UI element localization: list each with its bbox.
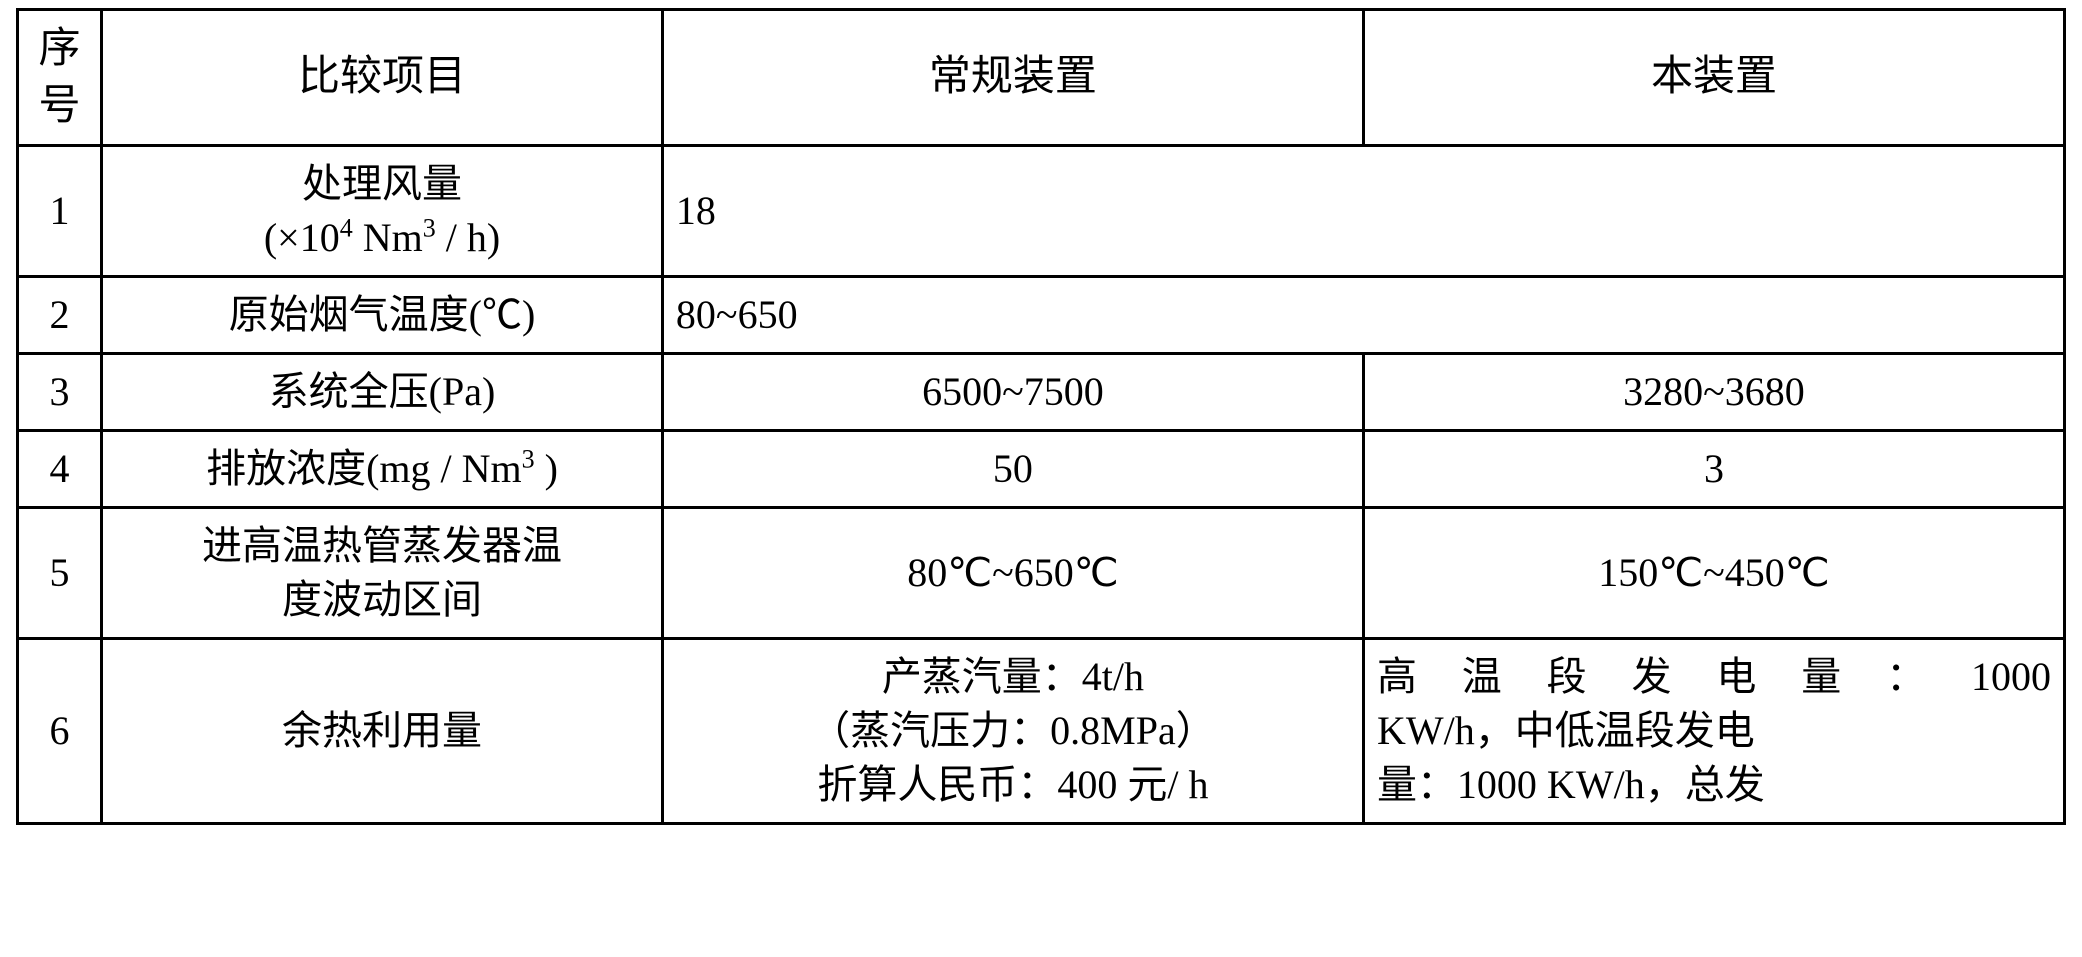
cell-this-l1: 高温段发电量：1000 [1377, 650, 2051, 704]
cell-item-l2-prefix: (×10 [264, 215, 340, 260]
cell-this-l3: 量：1000 KW/h，总发 [1377, 758, 2051, 812]
cell-this-l1b: 1000 [1971, 654, 2051, 699]
table-row: 4 排放浓度(mg / Nm3 ) 50 3 [18, 431, 2065, 508]
cell-seq: 5 [18, 508, 102, 639]
col-header-item: 比较项目 [102, 10, 663, 146]
cell-this-l2: KW/h，中低温段发电 [1377, 704, 2051, 758]
cell-this: 3 [1363, 431, 2064, 508]
cell-merged-value: 18 [662, 146, 2064, 277]
col-header-seq-l1: 序 [39, 26, 81, 72]
cell-item-prefix: 排放浓度(mg / Nm [206, 446, 522, 491]
cell-item-l2-sup1: 4 [340, 214, 353, 243]
cell-item-l1: 进高温热管蒸发器温 [202, 523, 562, 568]
cell-item-l2-mid: Nm [353, 215, 423, 260]
col-header-seq-l2: 号 [39, 83, 81, 129]
cell-item-suffix: ) [535, 446, 558, 491]
cell-item: 进高温热管蒸发器温 度波动区间 [102, 508, 663, 639]
cell-item: 余热利用量 [102, 639, 663, 824]
cell-merged-value: 80~650 [662, 277, 2064, 354]
cell-item-sup: 3 [522, 445, 535, 474]
cell-seq: 4 [18, 431, 102, 508]
cell-item-l1: 处理风量 [302, 161, 462, 206]
cell-this: 3280~3680 [1363, 354, 2064, 431]
cell-item-l2: 度波动区间 [282, 577, 482, 622]
table-row: 2 原始烟气温度(℃) 80~650 [18, 277, 2065, 354]
cell-this: 150℃~450℃ [1363, 508, 2064, 639]
col-header-this: 本装置 [1363, 10, 2064, 146]
table-row: 6 余热利用量 产蒸汽量：4t/h （蒸汽压力：0.8MPa） 折算人民币：40… [18, 639, 2065, 824]
cell-conv-l2: （蒸汽压力：0.8MPa） [810, 708, 1216, 753]
cell-item: 处理风量 (×104 Nm3 / h) [102, 146, 663, 277]
table-row: 1 处理风量 (×104 Nm3 / h) 18 [18, 146, 2065, 277]
cell-item-l2-sup2: 3 [423, 214, 436, 243]
table-row: 3 系统全压(Pa) 6500~7500 3280~3680 [18, 354, 2065, 431]
cell-seq: 3 [18, 354, 102, 431]
table-header-row: 序 号 比较项目 常规装置 本装置 [18, 10, 2065, 146]
cell-conv-l1: 产蒸汽量：4t/h [882, 654, 1144, 699]
col-header-conv: 常规装置 [662, 10, 1363, 146]
cell-seq: 1 [18, 146, 102, 277]
cell-item: 系统全压(Pa) [102, 354, 663, 431]
cell-seq: 2 [18, 277, 102, 354]
cell-seq: 6 [18, 639, 102, 824]
cell-this-l1a: 高温段发电量： [1377, 654, 1971, 699]
cell-conv: 6500~7500 [662, 354, 1363, 431]
table-row: 5 进高温热管蒸发器温 度波动区间 80℃~650℃ 150℃~450℃ [18, 508, 2065, 639]
cell-conv: 50 [662, 431, 1363, 508]
cell-item: 原始烟气温度(℃) [102, 277, 663, 354]
cell-conv-l3: 折算人民币：400 元/ h [817, 762, 1208, 807]
cell-conv: 80℃~650℃ [662, 508, 1363, 639]
cell-this: 高温段发电量：1000 KW/h，中低温段发电 量：1000 KW/h，总发 [1363, 639, 2064, 824]
cell-item-l2-suffix: / h) [436, 215, 500, 260]
comparison-table: 序 号 比较项目 常规装置 本装置 1 处理风量 (×104 Nm3 / h) … [16, 8, 2066, 825]
cell-conv: 产蒸汽量：4t/h （蒸汽压力：0.8MPa） 折算人民币：400 元/ h [662, 639, 1363, 824]
cell-item: 排放浓度(mg / Nm3 ) [102, 431, 663, 508]
col-header-seq: 序 号 [18, 10, 102, 146]
